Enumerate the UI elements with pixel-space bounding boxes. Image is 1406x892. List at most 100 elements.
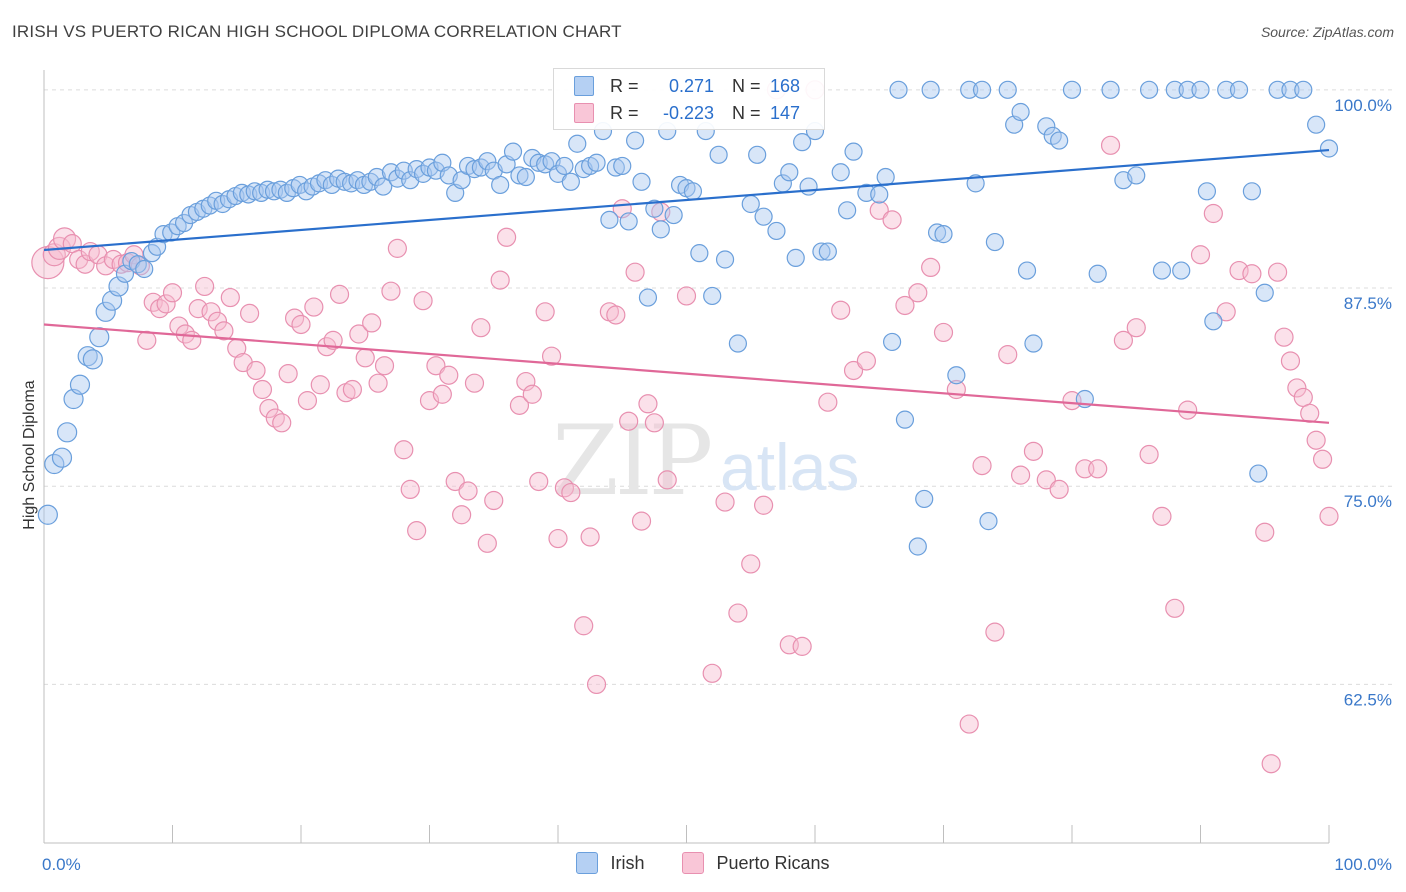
puerto-point (1049, 479, 1069, 500)
irish-point (889, 80, 908, 99)
irish-point (651, 220, 670, 239)
puerto-point (625, 262, 645, 282)
puerto-point (856, 351, 877, 371)
irish-point (135, 259, 154, 279)
irish-point (1127, 166, 1146, 185)
irish-point (1139, 80, 1159, 99)
puerto-point (490, 270, 510, 290)
irish-point (895, 410, 915, 429)
irish-point (1050, 131, 1069, 150)
puerto-point (246, 360, 266, 381)
irish-point (966, 174, 985, 193)
irish-point (1255, 283, 1274, 302)
puerto-point (484, 490, 504, 511)
puerto-point (432, 384, 452, 404)
irish-point (1294, 80, 1313, 99)
puerto-point (715, 492, 735, 512)
puerto-point (1010, 465, 1031, 485)
puerto-point (1023, 441, 1044, 461)
irish-point (1017, 261, 1037, 280)
irish-point (1268, 80, 1287, 99)
puerto-point (972, 456, 992, 476)
irish-point (154, 225, 173, 244)
irish-point (606, 158, 625, 177)
puerto-point (869, 200, 889, 220)
puerto-point (1274, 327, 1294, 347)
irish-point (741, 194, 760, 214)
puerto-point (1036, 470, 1056, 490)
irish-trend-line (43, 148, 1330, 252)
irish-point (793, 133, 812, 152)
puerto-point (96, 256, 116, 276)
puerto-point (362, 313, 382, 333)
puerto-point (291, 314, 311, 335)
irish-point (786, 248, 805, 267)
puerto-point (471, 318, 491, 338)
puerto-point (1126, 318, 1146, 338)
puerto-point (1261, 754, 1281, 774)
irish-point (95, 301, 116, 322)
puerto-point (323, 330, 343, 350)
puerto-point (1300, 403, 1320, 423)
legend-n-value: 168 (770, 75, 801, 96)
puerto-point (580, 527, 600, 547)
stats-legend: R = 0.271 N = 168 R = -0.223 N = 147 (553, 68, 825, 130)
source-label: Source: ZipAtlas.com (1260, 24, 1394, 40)
puerto-point (1178, 400, 1198, 420)
irish-point (818, 242, 837, 261)
puerto-point (818, 392, 838, 412)
puerto-point (394, 440, 414, 460)
irish-point (709, 145, 728, 164)
y-tick-label: 62.5% (1344, 690, 1392, 709)
puerto-point (272, 413, 292, 433)
irish-point (258, 180, 277, 199)
puerto-point (464, 373, 485, 393)
puerto-point (400, 479, 420, 500)
irish-point (844, 142, 863, 161)
puerto-point (586, 674, 607, 695)
legend-item-puerto[interactable]: Puerto Ricans (682, 852, 830, 874)
irish-point (882, 332, 902, 352)
puerto-point (278, 364, 298, 384)
puerto-trend-line (43, 323, 1330, 424)
irish-point (1229, 80, 1249, 99)
y-tick-label: 75.0% (1344, 492, 1392, 511)
legend-swatch-irish (576, 852, 599, 874)
irish-point (1024, 334, 1043, 353)
puerto-point (574, 616, 594, 636)
legend-r-value: 0.271 (668, 75, 714, 96)
irish-point (503, 142, 523, 161)
watermark-zip: ZIP (552, 405, 711, 517)
puerto-point (368, 373, 388, 393)
watermark-atlas: atlas (720, 430, 859, 504)
puerto-point (644, 413, 664, 433)
irish-point (664, 205, 683, 225)
irish-point (478, 152, 497, 171)
irish-point (69, 374, 91, 395)
irish-point (690, 244, 709, 263)
irish-point (367, 167, 386, 187)
puerto-point (1280, 351, 1301, 371)
puerto-point (1088, 459, 1108, 479)
puerto-point (638, 394, 658, 414)
irish-point (927, 223, 947, 242)
puerto-point (606, 305, 626, 325)
puerto-point (631, 511, 652, 531)
legend-item-irish[interactable]: Irish (576, 852, 644, 874)
y-tick-label: 87.5% (1344, 294, 1392, 313)
puerto-point (477, 533, 497, 553)
irish-point (37, 504, 58, 525)
irish-point (587, 153, 606, 172)
puerto-point (497, 227, 517, 247)
irish-point (600, 210, 619, 229)
puerto-point (214, 321, 234, 341)
puerto-point (374, 356, 395, 376)
irish-point (1178, 80, 1197, 99)
irish-point (703, 286, 722, 306)
puerto-point (619, 411, 639, 431)
watermark: ZIP atlas (552, 405, 859, 517)
irish-point (632, 172, 651, 191)
irish-point (1204, 312, 1223, 331)
irish-point (728, 334, 748, 353)
